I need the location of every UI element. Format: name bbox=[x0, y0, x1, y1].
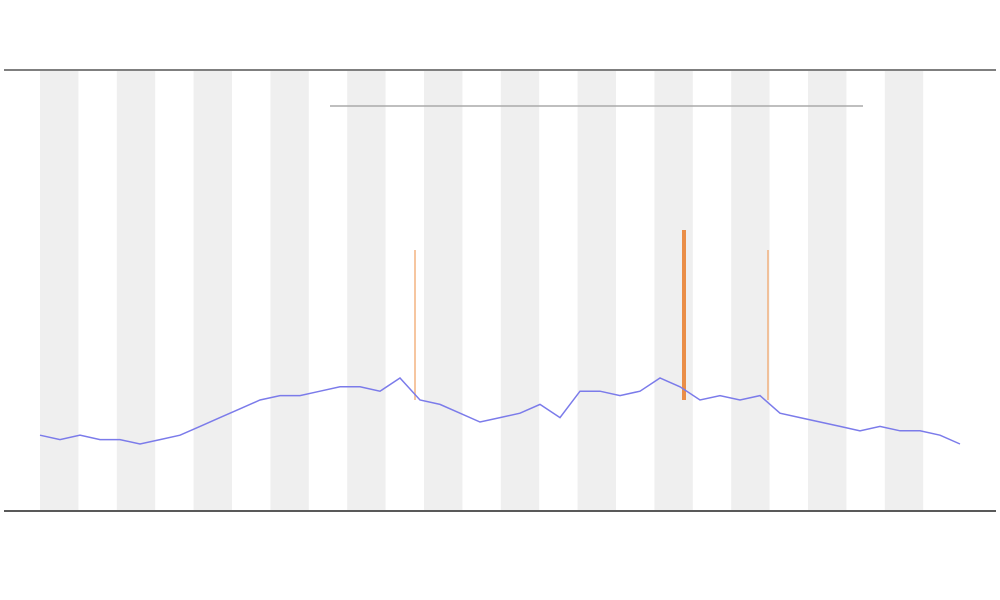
band bbox=[424, 71, 463, 510]
band bbox=[654, 71, 693, 510]
highlight-region bbox=[682, 230, 686, 400]
background-bands bbox=[40, 71, 924, 510]
band bbox=[270, 71, 309, 510]
data-line bbox=[39, 377, 961, 445]
highlight-region bbox=[767, 250, 769, 400]
band bbox=[500, 71, 540, 510]
band bbox=[40, 71, 79, 510]
band bbox=[731, 71, 770, 510]
band bbox=[808, 71, 847, 510]
band bbox=[347, 71, 386, 510]
band bbox=[193, 71, 232, 510]
highlight-region bbox=[414, 250, 416, 400]
band bbox=[884, 71, 924, 510]
band bbox=[116, 71, 156, 510]
band bbox=[577, 71, 616, 510]
